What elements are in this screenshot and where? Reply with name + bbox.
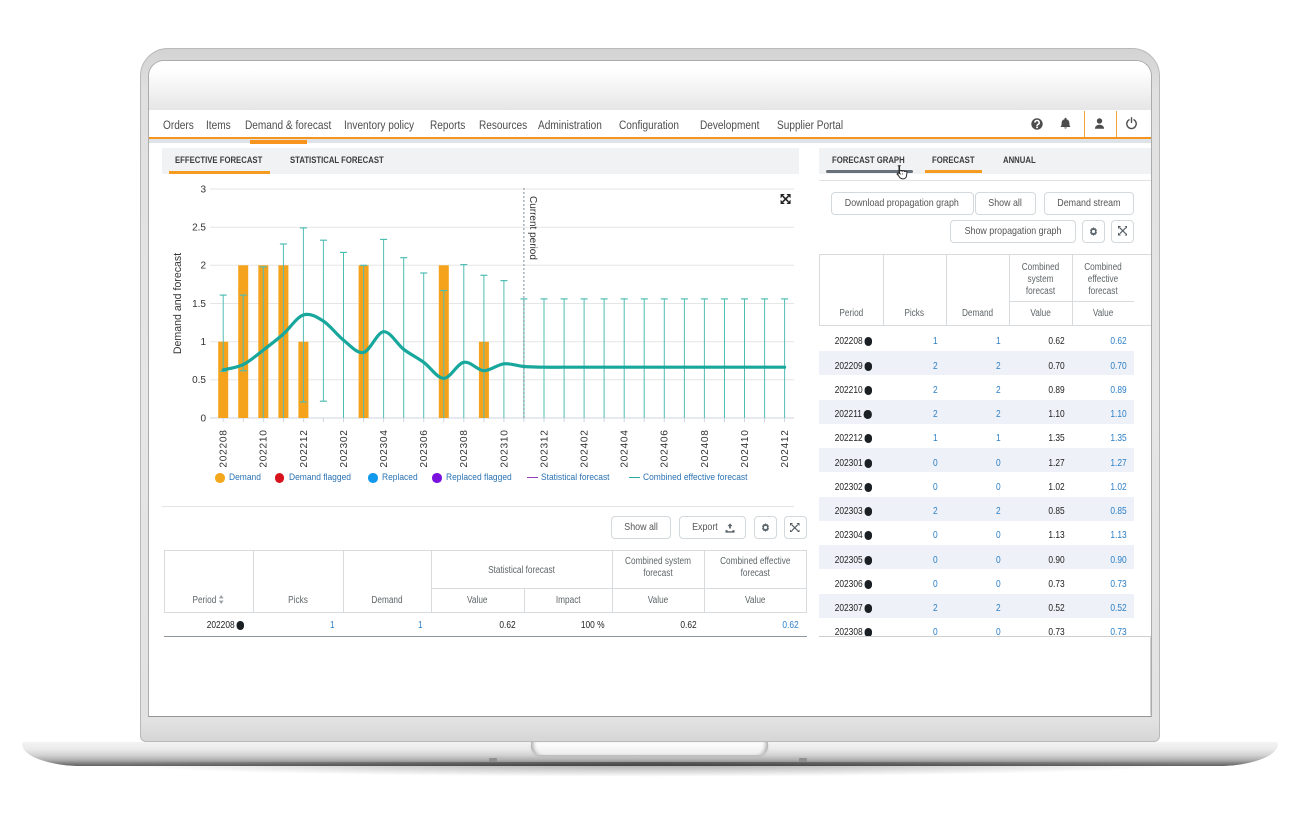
svg-text:202212: 202212	[299, 429, 310, 467]
svg-text:202408: 202408	[700, 429, 711, 467]
svg-text:1.5: 1.5	[192, 299, 206, 310]
svg-text:Current period: Current period	[527, 196, 538, 260]
svg-text:1: 1	[200, 337, 206, 348]
svg-text:3: 3	[200, 184, 206, 195]
svg-text:Demand and forecast: Demand and forecast	[172, 253, 184, 354]
svg-text:2: 2	[200, 261, 206, 272]
svg-text:0.5: 0.5	[192, 375, 206, 386]
svg-text:0: 0	[200, 413, 206, 424]
svg-text:202404: 202404	[620, 429, 631, 467]
svg-text:202306: 202306	[419, 429, 430, 467]
svg-text:202412: 202412	[780, 429, 791, 467]
svg-text:202304: 202304	[379, 429, 390, 467]
svg-text:202308: 202308	[459, 429, 470, 467]
svg-text:202302: 202302	[339, 429, 350, 467]
svg-text:202402: 202402	[580, 429, 591, 467]
svg-text:202310: 202310	[499, 429, 510, 467]
svg-text:202208: 202208	[219, 429, 230, 467]
svg-text:202406: 202406	[660, 429, 671, 467]
svg-text:2.5: 2.5	[192, 223, 206, 234]
svg-text:202210: 202210	[259, 429, 270, 467]
svg-text:202410: 202410	[740, 429, 751, 467]
svg-text:202312: 202312	[539, 429, 550, 467]
